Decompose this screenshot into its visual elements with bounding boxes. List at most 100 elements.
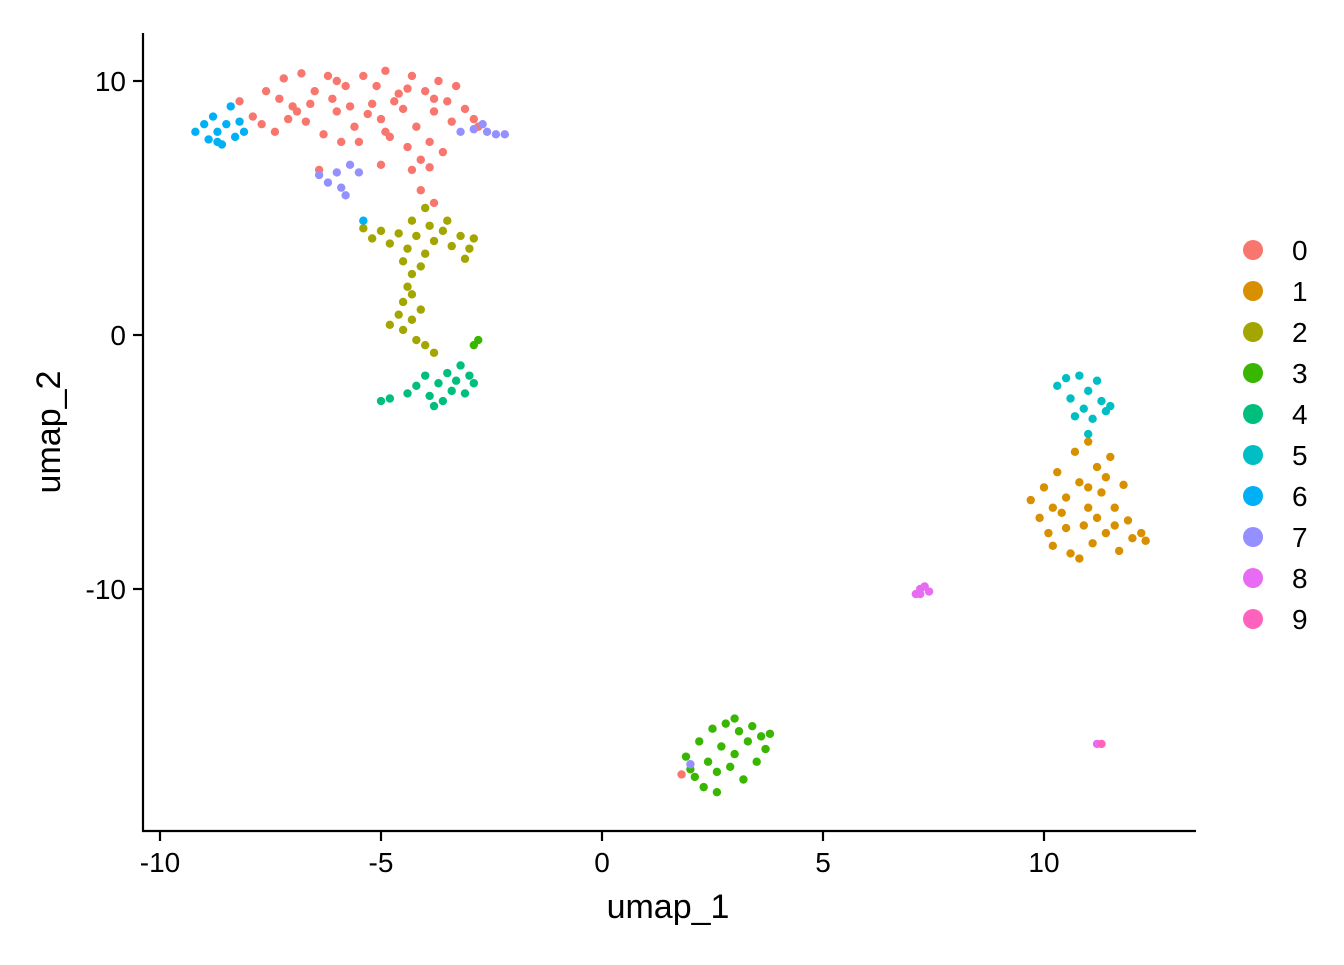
point-cluster-0 <box>429 107 439 116</box>
point-cluster-0 <box>434 76 443 86</box>
point-cluster-2 <box>394 229 403 238</box>
point-cluster-2 <box>407 290 417 299</box>
point-cluster-7 <box>491 130 501 139</box>
point-cluster-0 <box>390 97 399 106</box>
point-cluster-0 <box>292 107 302 116</box>
point-cluster-7 <box>354 168 364 177</box>
point-cluster-3 <box>752 757 761 766</box>
point-cluster-1 <box>1075 478 1084 487</box>
point-cluster-3 <box>717 742 726 751</box>
point-cluster-4 <box>438 396 448 406</box>
point-cluster-1 <box>1075 554 1084 563</box>
point-cluster-0 <box>337 137 346 147</box>
point-cluster-0 <box>367 99 377 109</box>
point-cluster-0 <box>394 89 403 98</box>
point-cluster-5 <box>1106 401 1115 411</box>
point-cluster-2 <box>403 282 412 291</box>
point-cluster-3 <box>756 732 766 741</box>
legend-key-1 <box>1243 281 1263 301</box>
point-cluster-1 <box>1079 521 1088 530</box>
point-cluster-4 <box>376 396 386 406</box>
point-cluster-5 <box>1079 404 1088 413</box>
point-cluster-0 <box>381 66 390 76</box>
point-cluster-2 <box>407 315 417 324</box>
legend-key-9 <box>1243 609 1263 629</box>
point-cluster-3 <box>681 752 691 761</box>
point-cluster-7 <box>686 760 695 769</box>
y-tick-label: 10 <box>95 66 126 97</box>
point-cluster-1 <box>1088 539 1097 548</box>
point-cluster-8 <box>916 589 925 599</box>
point-cluster-0 <box>403 142 412 152</box>
point-cluster-0 <box>677 770 686 779</box>
legend-label: 7 <box>1292 522 1308 553</box>
point-cluster-0 <box>403 84 412 93</box>
point-cluster-2 <box>421 203 430 213</box>
point-cluster-1 <box>1097 488 1106 497</box>
point-cluster-0 <box>248 112 258 121</box>
point-cluster-1 <box>1026 495 1035 505</box>
point-cluster-2 <box>412 335 421 345</box>
point-cluster-0 <box>407 165 417 175</box>
x-tick-label: 10 <box>1028 847 1059 878</box>
point-cluster-3 <box>743 737 753 746</box>
points-layer <box>191 66 1150 797</box>
point-cluster-1 <box>1044 528 1053 538</box>
legend-label: 9 <box>1292 604 1308 635</box>
point-cluster-2 <box>429 236 439 246</box>
point-cluster-7 <box>456 127 465 136</box>
point-cluster-4 <box>456 361 465 370</box>
point-cluster-2 <box>398 297 408 307</box>
point-cluster-0 <box>235 97 244 106</box>
point-cluster-7 <box>323 178 333 187</box>
point-cluster-0 <box>447 117 456 126</box>
point-cluster-0 <box>460 104 470 114</box>
point-cluster-0 <box>341 81 350 91</box>
legend-label: 0 <box>1292 235 1308 266</box>
point-cluster-1 <box>1101 528 1111 538</box>
y-tick-label: -10 <box>86 574 126 605</box>
point-cluster-2 <box>469 234 479 243</box>
point-cluster-3 <box>469 340 479 350</box>
point-cluster-2 <box>425 221 434 230</box>
point-cluster-1 <box>1119 480 1128 490</box>
point-cluster-0 <box>443 97 452 106</box>
point-cluster-0 <box>261 86 271 96</box>
point-cluster-0 <box>345 102 355 111</box>
point-cluster-2 <box>398 257 408 266</box>
point-cluster-1 <box>1092 513 1102 523</box>
point-cluster-0 <box>270 127 280 136</box>
point-cluster-4 <box>403 389 412 398</box>
legend-label: 2 <box>1292 317 1308 348</box>
point-cluster-0 <box>416 155 425 164</box>
point-cluster-4 <box>469 379 479 388</box>
point-cluster-7 <box>332 168 341 177</box>
point-cluster-3 <box>712 788 722 797</box>
point-cluster-6 <box>200 119 209 129</box>
legend-label: 6 <box>1292 481 1308 512</box>
point-cluster-0 <box>451 81 461 91</box>
point-cluster-0 <box>363 109 372 119</box>
legend-label: 4 <box>1292 399 1308 430</box>
point-cluster-1 <box>1035 513 1044 523</box>
point-cluster-6 <box>208 112 218 121</box>
point-cluster-2 <box>443 216 452 225</box>
point-cluster-3 <box>725 762 735 771</box>
point-cluster-1 <box>1039 483 1049 492</box>
point-cluster-1 <box>1141 536 1150 545</box>
point-cluster-0 <box>319 130 328 139</box>
legend-key-8 <box>1243 568 1263 588</box>
point-cluster-0 <box>376 114 386 124</box>
point-cluster-6 <box>359 216 368 225</box>
point-cluster-2 <box>429 348 439 357</box>
legend-label: 5 <box>1292 440 1308 471</box>
point-cluster-0 <box>279 74 288 83</box>
point-cluster-2 <box>456 231 465 241</box>
point-cluster-0 <box>438 147 448 157</box>
point-cluster-2 <box>447 241 456 251</box>
point-cluster-3 <box>739 775 748 784</box>
point-cluster-5 <box>1097 396 1106 406</box>
point-cluster-1 <box>1114 546 1124 556</box>
point-cluster-1 <box>1070 447 1080 457</box>
